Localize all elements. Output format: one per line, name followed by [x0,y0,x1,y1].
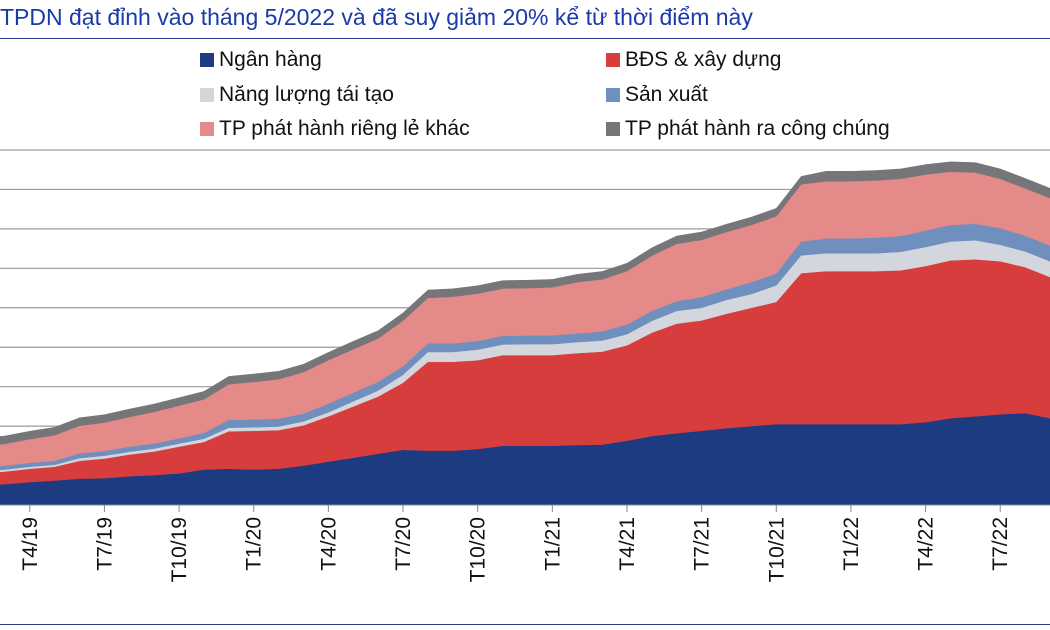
legend-swatch-renewable [200,88,214,102]
chart-legend: Ngân hàng BĐS & xây dựng Năng lượng tái … [0,44,1050,144]
legend-item-bank: Ngân hàng [200,48,322,72]
legend-swatch-bank [200,53,214,67]
legend-item-other-private: TP phát hành riêng lẻ khác [200,117,470,141]
x-tick-label: T4/20 [317,517,340,571]
legend-label-realestate: BĐS & xây dựng [625,48,782,71]
x-tick-label: T4/21 [616,517,639,571]
x-tick-label: T10/19 [168,517,191,582]
area-series-public [0,161,1050,445]
legend-swatch-realestate [606,53,620,67]
legend-label-other-private: TP phát hành riêng lẻ khác [219,117,470,140]
x-tick-label: T7/21 [691,517,714,571]
x-tick-label: T1/22 [840,517,863,571]
x-tick-label: T4/19 [19,517,42,571]
legend-item-manufacturing: Sản xuất [606,83,708,107]
x-tick-label: T4/22 [915,517,938,571]
legend-item-realestate: BĐS & xây dựng [606,48,781,72]
series-areas [0,161,1050,506]
chart-title: TPDN đạt đỉnh vào tháng 5/2022 và đã suy… [0,4,753,30]
x-tick-label: T10/20 [467,517,490,582]
x-tick-label: T7/20 [392,517,415,571]
x-tick-label: T1/20 [243,517,266,571]
legend-item-public: TP phát hành ra công chúng [606,117,890,141]
x-tick-label: T10/21 [765,517,788,582]
x-tick-label: T1/21 [541,517,564,571]
legend-label-renewable: Năng lượng tái tạo [219,83,394,106]
legend-label-public: TP phát hành ra công chúng [625,117,890,140]
legend-label-bank: Ngân hàng [219,48,322,71]
legend-swatch-public [606,122,620,136]
bottom-divider [0,624,1050,625]
title-divider [0,38,1050,39]
legend-swatch-other-private [200,122,214,136]
x-axis-ticks: T4/19 T7/19 T10/19 T1/20 T4/20 T7/20 T10/20 T1/… [19,505,1012,582]
legend-label-manufacturing: Sản xuất [625,83,708,106]
legend-swatch-manufacturing [606,88,620,102]
legend-item-renewable: Năng lượng tái tạo [200,83,394,107]
x-tick-label: T7/22 [989,517,1012,571]
x-tick-label: T7/19 [93,517,116,571]
